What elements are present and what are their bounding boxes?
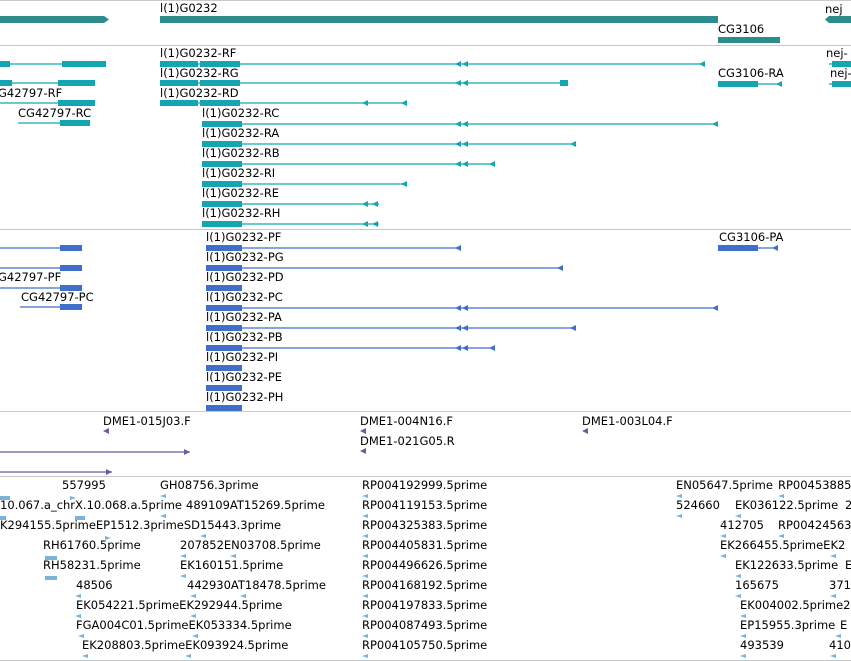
- gene-bar[interactable]: [718, 37, 780, 43]
- gene-label[interactable]: l(1)G0232: [160, 1, 218, 15]
- est-label[interactable]: EK122633.5prime: [735, 558, 839, 572]
- track-separator: [0, 229, 851, 230]
- transcript-track: [0, 61, 851, 227]
- protein-label[interactable]: l(1)G0232-PF: [206, 230, 282, 244]
- clone-label[interactable]: DME1-015J03.F: [103, 414, 191, 428]
- transcript-label[interactable]: l(1)G0232-RC: [202, 106, 280, 120]
- est-label[interactable]: RP004245637: [778, 518, 851, 532]
- transcript-label[interactable]: l(1)G0232-RG: [160, 66, 239, 80]
- est-label[interactable]: RH58231.5prime: [43, 558, 141, 572]
- est-label[interactable]: EN05647.5prime: [676, 478, 773, 492]
- est-label[interactable]: RP004105750.5prime: [362, 638, 488, 652]
- protein-label[interactable]: l(1)G0232-PE: [206, 370, 283, 384]
- gene-track: [0, 16, 851, 43]
- est-label[interactable]: RP004087493.5prime: [362, 618, 488, 632]
- est-label[interactable]: 412705: [720, 518, 764, 532]
- est-label[interactable]: 410: [829, 638, 851, 652]
- est-label[interactable]: RP004325383.5prime: [362, 518, 488, 532]
- transcript-label[interactable]: nej-: [826, 46, 848, 60]
- protein-label[interactable]: l(1)G0232-PI: [206, 350, 279, 364]
- est-label[interactable]: 489109AT15269.5prime: [186, 498, 325, 512]
- gene-bar[interactable]: [0, 16, 109, 23]
- est-label[interactable]: RH61760.5prime: [43, 538, 141, 552]
- est-label[interactable]: RP004192999.5prime: [362, 478, 488, 492]
- clone-label[interactable]: DME1-004N16.F: [360, 414, 453, 428]
- protein-label[interactable]: G42797-PF: [0, 270, 62, 284]
- gene-bar[interactable]: [825, 16, 851, 23]
- transcript-label[interactable]: CG42797-RC: [18, 106, 92, 120]
- est-label[interactable]: 557995: [62, 478, 106, 492]
- est-label[interactable]: 10.067.a_chrX.10.068.a.5prime: [0, 498, 182, 512]
- est-label[interactable]: EK266455.5primeEK2: [720, 538, 846, 552]
- clone-label[interactable]: DME1-003L04.F: [582, 414, 673, 428]
- protein-label[interactable]: CG3106-PA: [719, 230, 784, 244]
- est-label[interactable]: EK036122.5prime: [735, 498, 839, 512]
- est-label[interactable]: RP004119153.5prime: [362, 498, 488, 512]
- est-label[interactable]: RP004197833.5prime: [362, 598, 488, 612]
- transcript-label[interactable]: l(1)G0232-RE: [202, 186, 280, 200]
- transcript-label[interactable]: nej-: [830, 66, 851, 80]
- est-label[interactable]: K294155.5primeEP1512.3primeSD15443.3prim…: [0, 518, 282, 532]
- est-label[interactable]: GH08756.3prime: [160, 478, 259, 492]
- est-label[interactable]: 48506: [76, 578, 113, 592]
- est-label[interactable]: RP004168192.5prime: [362, 578, 488, 592]
- est-label[interactable]: 2: [845, 498, 851, 512]
- protein-label[interactable]: CG42797-PC: [21, 290, 94, 304]
- est-label[interactable]: 207852EN03708.5prime: [180, 538, 321, 552]
- transcript-label[interactable]: CG3106-RA: [718, 66, 784, 80]
- est-label[interactable]: RP004496626.5prime: [362, 558, 488, 572]
- transcript-label[interactable]: l(1)G0232-RD: [160, 86, 239, 100]
- est-label[interactable]: 371: [829, 578, 851, 592]
- est-label[interactable]: EK054221.5primeEK292944.5prime: [76, 598, 283, 612]
- est-label[interactable]: EP15955.3prime: [740, 618, 836, 632]
- protein-label[interactable]: l(1)G0232-PC: [206, 290, 283, 304]
- gene-label[interactable]: CG3106: [718, 22, 765, 36]
- est-label[interactable]: 493539: [740, 638, 784, 652]
- transcript-label[interactable]: l(1)G0232-RF: [160, 46, 237, 60]
- est-label[interactable]: E: [845, 558, 851, 572]
- track-separator: [0, 476, 851, 477]
- est-label[interactable]: EK208803.5primeEK093924.5prime: [82, 638, 289, 652]
- est-label[interactable]: RP004405831.5prime: [362, 538, 488, 552]
- protein-label[interactable]: l(1)G0232-PB: [206, 330, 283, 344]
- transcript-label[interactable]: l(1)G0232-RB: [202, 146, 280, 160]
- est-label[interactable]: FGA004C01.5primeEK053334.5prime: [76, 618, 292, 632]
- transcript-label[interactable]: l(1)G0232-RI: [202, 166, 276, 180]
- clone-label[interactable]: DME1-021G05.R: [360, 434, 455, 448]
- protein-track: [0, 245, 778, 411]
- transcript-label[interactable]: l(1)G0232-RH: [202, 206, 281, 220]
- protein-label[interactable]: l(1)G0232-PD: [206, 270, 284, 284]
- est-label[interactable]: 524660: [676, 498, 720, 512]
- gene-label[interactable]: nej: [825, 2, 843, 16]
- est-label[interactable]: EK160151.5prime: [180, 558, 284, 572]
- transcript-label[interactable]: l(1)G0232-RA: [202, 126, 280, 140]
- track-separator: [0, 0, 851, 1]
- est-label[interactable]: E: [840, 618, 848, 632]
- protein-label[interactable]: l(1)G0232-PG: [206, 250, 284, 264]
- est-label[interactable]: RP004538856: [778, 478, 851, 492]
- est-label[interactable]: 442930AT18478.5prime: [187, 578, 326, 592]
- gene-bar[interactable]: [160, 16, 718, 23]
- est-label[interactable]: EK004002.5prime2: [740, 598, 851, 612]
- track-separator: [0, 45, 851, 46]
- clone-track: [0, 428, 588, 475]
- transcript-label[interactable]: G42797-RF: [0, 86, 63, 100]
- est-label[interactable]: 165675: [735, 578, 779, 592]
- protein-label[interactable]: l(1)G0232-PA: [206, 310, 282, 324]
- protein-label[interactable]: l(1)G0232-PH: [206, 390, 284, 404]
- track-separator: [0, 411, 851, 412]
